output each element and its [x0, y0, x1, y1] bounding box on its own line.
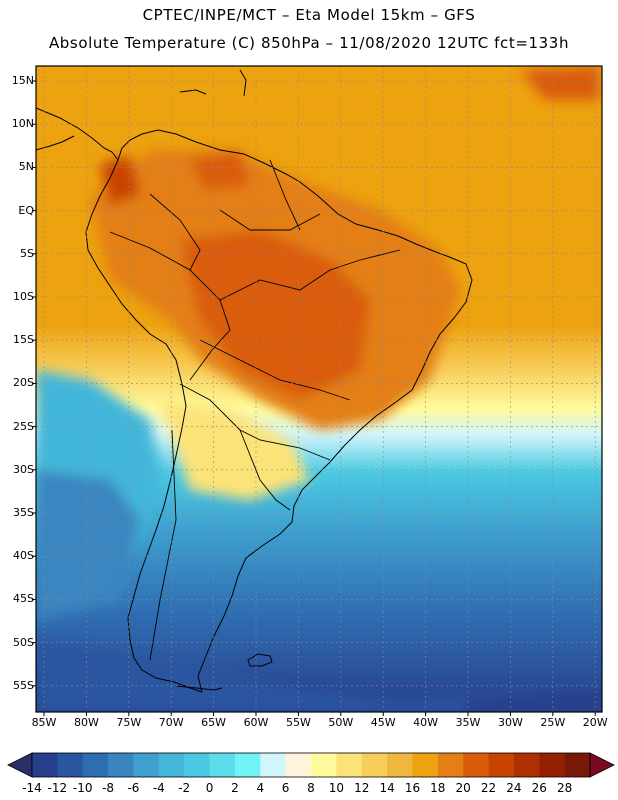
colorbar [7, 752, 615, 778]
lat-label: 5N [18, 160, 34, 174]
lon-label: 45W [370, 716, 396, 729]
colorbar-swatch [209, 753, 236, 777]
lat-label: 25S [13, 419, 34, 433]
colorbar-swatch [133, 753, 160, 777]
colorbar-label: -2 [178, 781, 191, 795]
colorbar-label: 20 [455, 781, 471, 795]
lon-label: 40W [413, 716, 439, 729]
lon-label: 35W [455, 716, 481, 729]
colorbar-swatch [513, 753, 540, 777]
graticule [36, 66, 602, 712]
coastline [36, 69, 473, 693]
axis-ticks [32, 80, 596, 716]
lon-label: 30W [497, 716, 523, 729]
lat-label: 35S [13, 506, 34, 519]
colorbar-swatch [361, 753, 388, 777]
colorbar-label: 8 [307, 781, 315, 795]
lon-label: 85W [31, 716, 57, 729]
colorbar-swatch [437, 753, 464, 777]
colorbar-swatch [82, 753, 109, 777]
colorbar-label: -12 [47, 781, 68, 795]
colorbar-label: 22 [480, 781, 497, 795]
colorbar-label: 28 [556, 781, 573, 795]
colorbar-label: 16 [404, 781, 421, 795]
country-borders [109, 159, 401, 661]
lat-label: 50S [13, 635, 34, 649]
colorbar-swatch [412, 753, 439, 777]
colorbar-label: 14 [379, 781, 395, 795]
lat-label: 10N [11, 117, 34, 131]
colorbar-label: 24 [506, 781, 522, 795]
map-frame [35, 65, 603, 713]
map-title: CPTEC/INPE/MCT – Eta Model 15km – GFS [142, 6, 476, 24]
lat-label: 20S [13, 376, 34, 390]
colorbar-swatch [57, 753, 84, 777]
colorbar-label: -14 [22, 781, 42, 795]
colorbar-over-arrow [589, 752, 615, 778]
colorbar-swatch [311, 753, 337, 777]
colorbar-swatch [285, 753, 312, 777]
colorbar-label: 12 [354, 781, 370, 795]
lon-label: 50W [328, 716, 354, 729]
lat-label: 30S [13, 462, 34, 476]
lat-label: 40S [13, 549, 34, 563]
lon-label: 70W [158, 716, 184, 729]
colorbar-swatch [234, 753, 261, 777]
lon-label: 80W [73, 716, 99, 729]
lon-label: 25W [540, 716, 566, 729]
colorbar-swatch [184, 753, 210, 777]
lon-label: 20W [582, 716, 608, 729]
colorbar-label: -6 [127, 781, 140, 795]
colorbar-label: 4 [256, 781, 265, 795]
lon-label: 75W [116, 716, 142, 729]
lon-label: 65W [201, 716, 227, 729]
colorbar-swatch [336, 753, 363, 777]
colorbar-under-arrow [7, 752, 33, 778]
colorbar-swatch [260, 753, 286, 777]
colorbar-label: -4 [152, 781, 165, 795]
lat-label: 15S [13, 333, 34, 347]
colorbar-swatch [463, 753, 489, 777]
lon-label: 55W [285, 716, 311, 729]
colorbar-label: 0 [205, 781, 214, 795]
lat-label: EQ [18, 203, 34, 217]
colorbar-label: -10 [72, 781, 93, 795]
colorbar-swatch [32, 753, 58, 777]
lon-label: 60W [243, 716, 269, 729]
lat-label: 15N [11, 74, 34, 87]
lat-label: 45S [13, 592, 34, 606]
colorbar-label: 6 [281, 781, 290, 795]
colorbar-swatch [108, 753, 134, 777]
colorbar-label: 10 [328, 781, 344, 795]
colorbar-swatch [488, 753, 515, 777]
colorbar-swatch [387, 753, 413, 777]
colorbar-swatch [564, 753, 591, 777]
lat-label: 5S [20, 246, 34, 260]
colorbar-label: 26 [531, 781, 547, 795]
map-subtitle: Absolute Temperature (C) 850hPa – 11/08/… [48, 34, 570, 52]
lat-label: 10S [13, 290, 34, 303]
colorbar-label: 18 [430, 781, 446, 795]
colorbar-swatch [539, 753, 565, 777]
colorbar-frame [31, 752, 591, 778]
colorbar-swatch [158, 753, 185, 777]
temperature-field [36, 66, 602, 712]
colorbar-label: 2 [231, 781, 239, 795]
colorbar-label: -8 [102, 781, 115, 795]
lat-label: 55S [13, 678, 34, 692]
